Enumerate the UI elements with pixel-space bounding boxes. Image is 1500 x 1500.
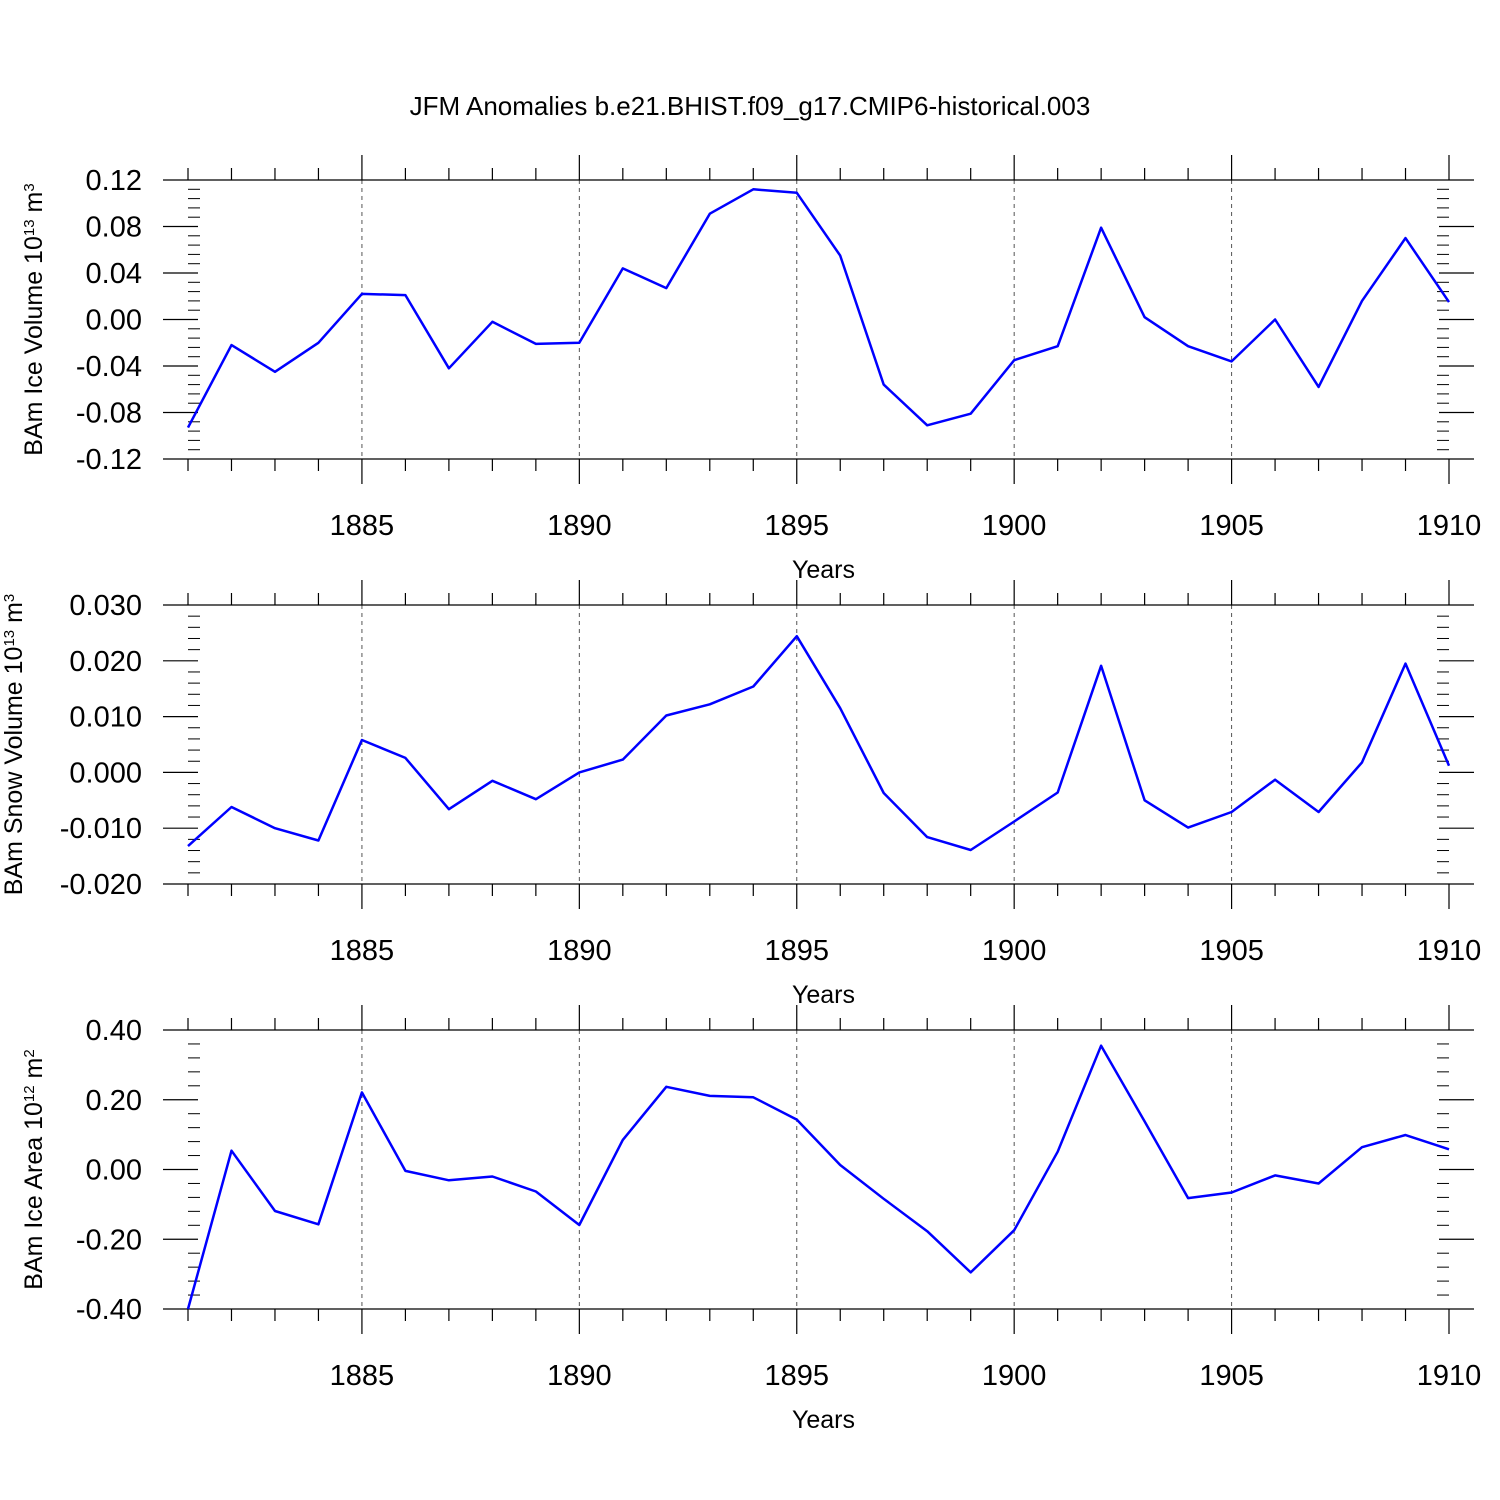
- y-tick-label: -0.12: [76, 444, 142, 476]
- y-tick-label: 0.04: [86, 258, 142, 290]
- y-tick-label: -0.40: [76, 1294, 142, 1326]
- y-tick-label: 0.40: [86, 1015, 142, 1047]
- y-axis-label: BAm Ice Area 1012 m2: [20, 1049, 48, 1289]
- x-tick-label: 1910: [1417, 510, 1482, 542]
- series-line-ice-volume: [186, 188, 1451, 429]
- y-tick-label: -0.20: [76, 1224, 142, 1256]
- x-tick-label: 1885: [330, 935, 395, 967]
- panel-ice-area: -0.40 -0.20 0.00 0.20 0.40 1885 1890 1895 1900 19…: [20, 1005, 1481, 1434]
- y-axis-label: BAm Snow Volume 1013 m3: [0, 594, 28, 896]
- figure-title: JFM Anomalies b.e21.BHIST.f09_g17.CMIP6-…: [410, 91, 1091, 121]
- x-tick-label: 1910: [1417, 1360, 1482, 1392]
- panel-ice-volume: -0.12 -0.08 -0.04 0.00 0.04 0.08 0.12 1885 1890 1…: [20, 155, 1481, 584]
- y-tick-label: 0.020: [69, 646, 142, 678]
- series-line-ice-area: [186, 1044, 1450, 1310]
- x-tick-label: 1890: [547, 1360, 612, 1392]
- x-tick-label: 1895: [765, 510, 830, 542]
- x-tick-label: 1905: [1199, 935, 1264, 967]
- x-tick-label: 1900: [982, 1360, 1047, 1392]
- y-tick-label: -0.020: [60, 869, 142, 901]
- y-axis-label: BAm Ice Volume 1013 m3: [20, 183, 48, 455]
- x-tick-label: 1900: [982, 510, 1047, 542]
- y-tick-label: 0.030: [69, 590, 142, 622]
- x-tick-label: 1910: [1417, 935, 1482, 967]
- y-tick-label: -0.04: [76, 351, 142, 383]
- x-axis-label: Years: [792, 556, 855, 584]
- x-tick-label: 1890: [547, 935, 612, 967]
- y-tick-label: 0.00: [86, 1155, 142, 1187]
- y-tick-label: 0.12: [86, 165, 142, 197]
- x-tick-label: 1895: [765, 935, 830, 967]
- x-tick-label: 1895: [765, 1360, 830, 1392]
- panel-snow-volume: -0.020 -0.010 0.000 0.010 0.020 0.030 1885 1890…: [0, 580, 1481, 1009]
- y-tick-label: -0.010: [60, 813, 142, 845]
- x-tick-label: 1900: [982, 935, 1047, 967]
- y-tick-label: 0.20: [86, 1085, 142, 1117]
- y-tick-label: 0.08: [86, 212, 142, 244]
- x-tick-label: 1890: [547, 510, 612, 542]
- x-tick-label: 1885: [330, 510, 395, 542]
- y-tick-label: 0.00: [86, 305, 142, 337]
- x-tick-label: 1885: [330, 1360, 395, 1392]
- y-tick-label: 0.000: [69, 757, 142, 789]
- y-tick-label: -0.08: [76, 398, 142, 430]
- series-line-snow-volume: [187, 634, 1451, 852]
- x-tick-label: 1905: [1199, 510, 1264, 542]
- x-axis-label: Years: [792, 981, 855, 1009]
- y-tick-label: 0.010: [69, 702, 142, 734]
- x-axis-label: Years: [792, 1406, 855, 1434]
- x-tick-label: 1905: [1199, 1360, 1264, 1392]
